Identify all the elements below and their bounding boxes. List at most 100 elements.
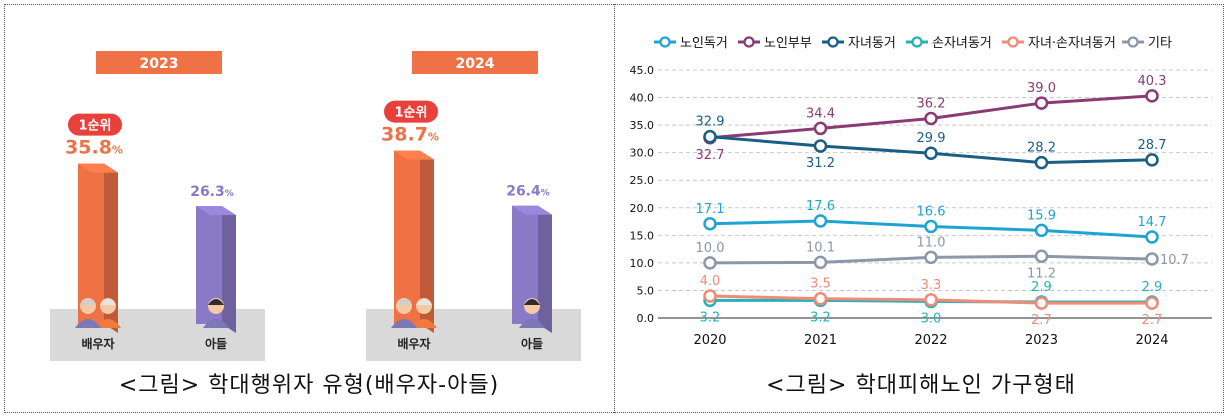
- legend-marker: [1007, 36, 1019, 48]
- y-tick-label: 5.0: [637, 284, 655, 297]
- bar-category-label: 아들: [521, 336, 543, 351]
- data-label: 3.0: [921, 311, 942, 326]
- data-point: [1034, 223, 1049, 238]
- data-label: 39.0: [1027, 81, 1056, 96]
- chart-legend: 노인독거 노인부부 자녀동거 손자녀동거 자녀·손자녀동거 기타: [654, 36, 1172, 51]
- data-label: 14.7: [1138, 215, 1167, 230]
- legend-item: 노인독거: [654, 36, 728, 51]
- data-label: 3.2: [700, 310, 721, 325]
- bar-value-label: 26.4%: [506, 184, 550, 200]
- data-point: [1145, 296, 1159, 310]
- year-banner: [412, 51, 538, 74]
- data-label: 15.9: [1027, 208, 1056, 223]
- x-tick-label: 2020: [693, 333, 726, 348]
- bar-front: [78, 163, 104, 324]
- legend-label: 자녀·손자녀동거: [1028, 36, 1116, 51]
- elderly-couple-icon: [391, 298, 437, 328]
- elderly-couple-icon: [75, 298, 121, 328]
- data-point: [1034, 249, 1049, 264]
- legend-marker: [659, 36, 671, 48]
- bar-value-label: 38.7%: [381, 124, 439, 146]
- data-point: [924, 111, 938, 126]
- data-point: [924, 219, 938, 234]
- legend-item: 손자녀동거: [906, 36, 992, 51]
- data-point: [703, 256, 717, 270]
- data-label: 40.3: [1138, 74, 1167, 89]
- y-tick-label: 40.0: [630, 92, 655, 105]
- legend-item: 자녀·손자녀동거: [1002, 36, 1116, 51]
- y-tick-label: 20.0: [630, 202, 655, 215]
- bar-front: [394, 150, 420, 324]
- y-tick-label: 25.0: [630, 174, 655, 187]
- data-point: [813, 139, 828, 153]
- x-tick-label: 2021: [804, 333, 837, 348]
- y-tick-label: 0.0: [637, 312, 655, 325]
- legend-item: 노인부부: [738, 36, 812, 51]
- data-label: 3.5: [810, 277, 831, 292]
- rank-badge-label: 1순위: [395, 106, 428, 121]
- data-label: 32.7: [696, 148, 725, 163]
- data-point: [1145, 252, 1159, 266]
- bar-spouse: [78, 163, 118, 333]
- bar-spouse: [394, 150, 434, 333]
- data-label: 2.9: [1142, 280, 1163, 295]
- data-point: [703, 289, 717, 303]
- data-point: [703, 129, 717, 144]
- data-label: 10.0: [696, 241, 725, 256]
- data-point: [1145, 89, 1159, 103]
- household-line-chart: 노인독거 노인부부 자녀동거 손자녀동거 자녀·손자녀동거 기타 0.0 5.0 10.0 15.…: [630, 36, 1212, 348]
- legend-item: 자녀동거: [822, 36, 896, 51]
- x-axis: 2020 2021 2022 2023 2024: [693, 333, 1168, 348]
- bar-side: [222, 206, 236, 333]
- x-tick-label: 2024: [1135, 333, 1168, 348]
- perpetrator-type-panel: 2023 35.8% 1순위 배우자 26.3% 아들 2024 38.7% 1순위 배우자 26.…: [12, 6, 606, 366]
- y-tick-label: 15.0: [630, 229, 655, 242]
- data-label: 11.2: [1027, 266, 1056, 281]
- data-point: [1034, 155, 1049, 170]
- series-기타: 10.0 10.1 11.0 11.2 10.7: [696, 235, 1189, 281]
- data-label: 2.7: [1031, 313, 1052, 328]
- bar-category-label: 배우자: [397, 336, 430, 351]
- data-label: 32.9: [696, 115, 725, 130]
- legend-marker: [827, 36, 839, 48]
- data-label: 17.1: [696, 202, 725, 217]
- data-label: 2.9: [1031, 280, 1052, 295]
- bar-value-label: 35.8%: [65, 137, 123, 159]
- data-label: 4.0: [700, 274, 721, 289]
- data-label: 2.7: [1142, 313, 1163, 328]
- bar-value-label: 26.3%: [190, 184, 234, 200]
- data-label: 11.0: [917, 235, 946, 250]
- bar-side: [104, 163, 118, 333]
- y-tick-label: 35.0: [630, 119, 655, 132]
- legend-label: 노인독거: [680, 36, 728, 51]
- data-label: 34.4: [806, 106, 835, 121]
- data-point: [1145, 230, 1159, 244]
- figure-divider: [614, 4, 615, 413]
- data-point: [924, 293, 938, 307]
- data-label: 3.3: [921, 278, 942, 293]
- data-label: 31.2: [806, 156, 835, 171]
- y-tick-label: 10.0: [630, 257, 655, 270]
- bar-top: [196, 206, 236, 216]
- data-label: 17.6: [806, 199, 835, 214]
- data-label: 10.1: [806, 240, 835, 255]
- data-point: [924, 146, 938, 160]
- bar-side: [538, 205, 552, 333]
- data-label: 3.2: [810, 310, 831, 325]
- data-label: 28.7: [1138, 138, 1167, 153]
- data-label: 36.2: [917, 96, 946, 111]
- rank-badge: [384, 100, 438, 123]
- data-label: 10.7: [1160, 253, 1189, 268]
- data-point: [813, 121, 828, 136]
- legend-label: 기타: [1148, 36, 1172, 51]
- data-point: [813, 291, 828, 306]
- data-point: [813, 214, 828, 228]
- series-자녀동거: 32.9 31.2 29.9 28.2 28.7: [696, 115, 1167, 171]
- y-tick-label: 45.0: [630, 64, 655, 77]
- data-point: [1034, 96, 1049, 110]
- bar-top: [78, 163, 118, 173]
- legend-marker: [1127, 36, 1139, 48]
- x-tick-label: 2022: [914, 333, 947, 348]
- legend-label: 손자녀동거: [932, 36, 992, 51]
